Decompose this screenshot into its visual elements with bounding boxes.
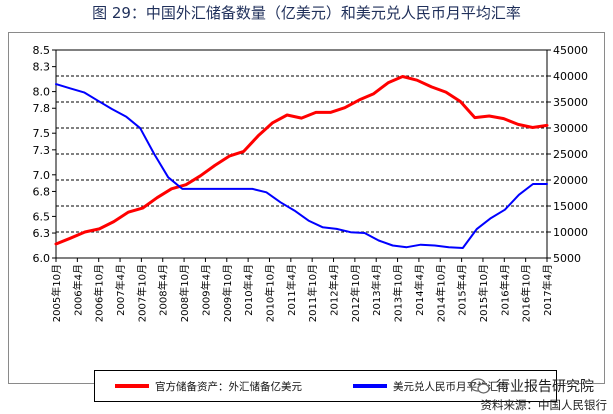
x-tick-label: 2010年4月	[242, 264, 255, 316]
source-note: 资料来源：中国人民银行	[480, 398, 608, 412]
x-tick-label: 2014年10月	[434, 264, 447, 322]
y-left-tick-label: 7.3	[33, 144, 51, 157]
page-title: 图 29：中国外汇储备数量（亿美元）和美元兑人民币月平均汇率	[92, 4, 521, 22]
x-tick-label: 2010年10月	[263, 264, 276, 322]
x-tick-label: 2015年4月	[456, 264, 469, 316]
y-right-tick-label: 40000	[553, 70, 588, 83]
x-tick-label: 2007年4月	[114, 264, 127, 316]
x-tick-label: 2011年10月	[306, 264, 319, 322]
y-right-tick-label: 35000	[553, 96, 588, 109]
legend-label-reserves: 官方储备资产：外汇储备亿美元	[155, 380, 302, 393]
x-tick-label: 2011年4月	[285, 264, 298, 316]
y-right-tick-label: 30000	[553, 122, 588, 135]
y-left-tick-label: 6.8	[33, 185, 51, 198]
x-tick-label: 2008年4月	[157, 264, 170, 316]
y-right-tick-label: 15000	[553, 200, 588, 213]
legend-item-reserves: 官方储备资产：外汇储备亿美元	[115, 371, 302, 401]
y-right-tick-label: 45000	[553, 44, 588, 57]
wechat-icon	[469, 377, 490, 395]
x-tick-label: 2014年4月	[413, 264, 426, 316]
x-tick-label: 2009年4月	[199, 264, 212, 316]
x-tick-label: 2007年10月	[135, 264, 148, 322]
x-tick-label: 2016年10月	[520, 264, 533, 322]
y-left-tick-label: 6.0	[33, 252, 51, 265]
brand-name: 行业报告研究院	[496, 379, 594, 395]
x-tick-label: 2006年4月	[71, 264, 84, 316]
x-tick-label: 2012年4月	[328, 264, 341, 316]
y-right-tick-label: 25000	[553, 148, 588, 161]
y-left-tick-label: 7.5	[33, 127, 51, 140]
x-tick-label: 2008年10月	[178, 264, 191, 322]
x-tick-label: 2012年10月	[349, 264, 362, 322]
x-tick-label: 2017年4月	[541, 264, 554, 316]
legend-swatch-fx	[353, 384, 387, 388]
x-tick-label: 2006年10月	[93, 264, 106, 322]
brand-watermark: 行业报告研究院	[469, 376, 594, 396]
series-line-reserves	[54, 75, 549, 246]
y-left-tick-label: 8.0	[33, 86, 51, 99]
y-left-tick-label: 7.0	[33, 169, 51, 182]
chart-frame: 6.0 6.3 6.5 6.8 7.0 7.3 7.5 7.8 8.0 8.3 8.5 5000 100…	[8, 32, 605, 402]
y-left-tick-label: 8.5	[33, 44, 51, 57]
y-left-tick-label: 8.3	[33, 61, 51, 74]
x-tick-label: 2005年10月	[50, 264, 63, 322]
x-tick-label: 2015年10月	[477, 264, 490, 322]
legend-swatch-reserves	[115, 384, 149, 388]
y-right-tick-label: 20000	[553, 174, 588, 187]
chart-svg: 6.0 6.3 6.5 6.8 7.0 7.3 7.5 7.8 8.0 8.3 8.5 5000 100…	[33, 44, 589, 322]
series-line-fx	[55, 83, 548, 249]
y-left-tick-label: 7.8	[33, 102, 51, 115]
y-left-tick-label: 6.5	[33, 210, 51, 223]
y-right-tick-label: 10000	[553, 226, 588, 239]
x-tick-label: 2016年4月	[498, 264, 511, 316]
y-right-tick-label: 5000	[553, 252, 581, 265]
x-tick-label: 2013年4月	[370, 264, 383, 316]
y-left-tick-label: 6.3	[33, 227, 51, 240]
x-tick-label: 2009年10月	[221, 264, 234, 322]
x-tick-label: 2013年10月	[392, 264, 405, 322]
